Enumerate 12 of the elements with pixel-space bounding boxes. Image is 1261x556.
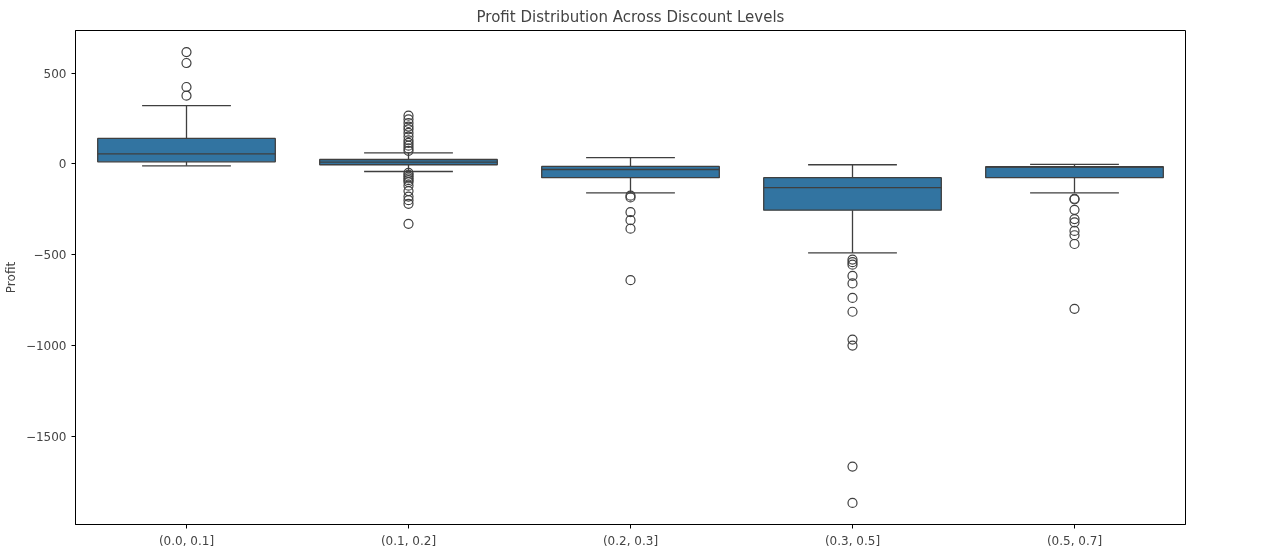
- x-tick-label: (0.3, 0.5]: [824, 533, 881, 548]
- y-tick-label: 500: [43, 66, 67, 81]
- chart-title: Profit Distribution Across Discount Levels: [476, 7, 785, 26]
- y-axis-title: Profit: [3, 261, 18, 294]
- x-tick-label: (0.0, 0.1]: [158, 533, 215, 548]
- y-tick-label: −1000: [25, 339, 67, 354]
- x-tick-label: (0.2, 0.3]: [602, 533, 659, 548]
- x-tick-label: (0.1, 0.2]: [380, 533, 437, 548]
- x-tick-label: (0.5, 0.7]: [1046, 533, 1103, 548]
- y-tick-label: −1500: [25, 429, 67, 444]
- y-tick-label: 0: [58, 157, 67, 172]
- y-tick-label: −500: [33, 248, 67, 263]
